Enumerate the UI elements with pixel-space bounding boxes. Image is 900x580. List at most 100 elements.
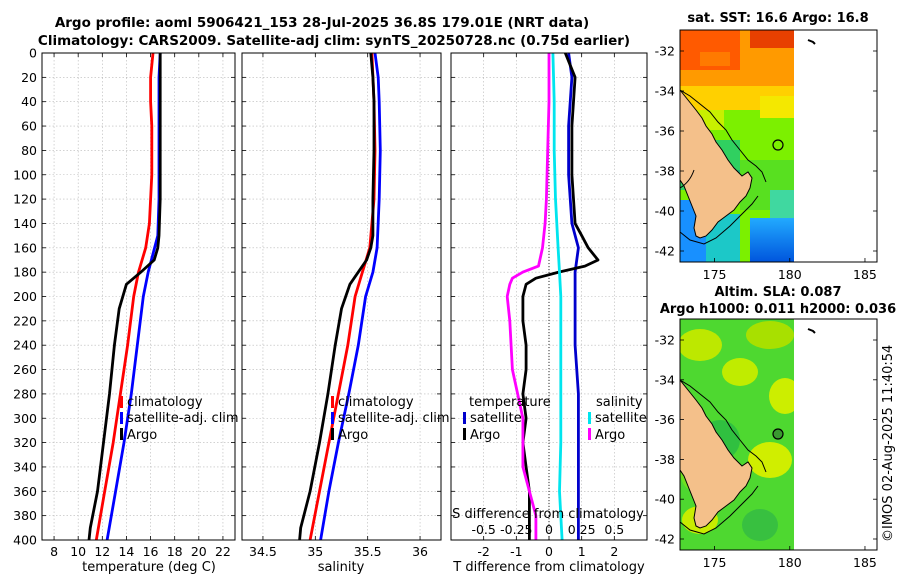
axes-frame — [41, 52, 236, 541]
series-line-temperature-satellite — [567, 52, 580, 540]
salinity-legend: climatology satellite-adj. clim Argo — [331, 395, 450, 443]
y-tick-label: 180 — [13, 265, 37, 280]
axes-frame — [241, 52, 442, 541]
legend-label-t-argo: Argo — [470, 428, 500, 443]
map-ticks: -32 -34 -36 -38 -40 -42 175 180 185 -32 -34 -36 -38 -… — [655, 44, 877, 570]
y-tick-label: 340 — [13, 459, 37, 474]
map-x-tick-label: 175 — [703, 555, 727, 570]
x-tick-label: 20 — [191, 544, 207, 559]
sla-map-title-line2: Argo h1000: 0.011 h2000: 0.036 — [660, 302, 896, 317]
sst-map — [679, 29, 878, 263]
series-line-salinity-satellite — [551, 52, 564, 541]
y-tick-label: 300 — [13, 411, 37, 426]
s-tick-label: 0.5 — [604, 522, 624, 537]
map-y-tick-label: -38 — [655, 452, 675, 467]
legend-label-argo: Argo — [127, 428, 157, 443]
y-tick-label: 260 — [13, 362, 37, 377]
difference-top-axis-label: S difference from climatology — [452, 507, 644, 522]
x-tick-label: 34.5 — [249, 544, 277, 559]
x-tick-label: 35.5 — [354, 544, 382, 559]
series-line-argo — [87, 53, 162, 541]
s-tick-label: 0 — [545, 522, 553, 537]
difference-x-axis-label: T difference from climatology — [452, 560, 645, 575]
series-line-argo — [298, 52, 376, 541]
map-x-tick-label: 185 — [853, 267, 877, 282]
map-y-tick-label: -32 — [655, 333, 675, 348]
legend-swatch-argo — [120, 428, 123, 440]
map-y-tick-label: -40 — [655, 492, 675, 507]
x-tick-label: 35 — [307, 544, 323, 559]
map-x-tick-label: 180 — [778, 555, 802, 570]
legend-label-satellite: satellite-adj. clim — [127, 411, 239, 426]
legend-label-s-argo: Argo — [595, 428, 625, 443]
map-y-tick-label: -40 — [655, 204, 675, 219]
legend-label-t-satellite: satellite — [470, 411, 522, 426]
legend-title-salinity: salinity — [596, 395, 643, 410]
sla-field — [680, 319, 794, 550]
x-tick-label: 14 — [118, 544, 134, 559]
y-tick-label: 140 — [13, 216, 37, 231]
legend-swatch-argo — [331, 428, 334, 440]
salinity-x-axis-label: salinity — [318, 560, 365, 575]
legend-swatch-satellite — [331, 412, 334, 424]
legend-label-s-satellite: satellite — [595, 411, 647, 426]
y-tick-label: 100 — [13, 167, 37, 182]
map-x-tick-label: 185 — [853, 555, 877, 570]
x-tick-label: 2 — [610, 544, 618, 559]
temperature-x-axis-label: temperature (deg C) — [82, 560, 216, 575]
s-tick-label: 0.25 — [568, 522, 596, 537]
map-x-tick-label: 175 — [703, 267, 727, 282]
legend-swatch-climatology — [331, 396, 334, 408]
map-y-tick-label: -38 — [655, 164, 675, 179]
y-tick-label: 0 — [29, 46, 37, 61]
y-tick-label: 220 — [13, 313, 37, 328]
x-tick-label: -1 — [510, 544, 522, 559]
legend-swatch-climatology — [120, 396, 123, 408]
legend-label-climatology: climatology — [338, 395, 414, 410]
map-y-tick-label: -34 — [655, 84, 675, 99]
y-tick-label: 120 — [13, 192, 37, 207]
x-tick-label: 0 — [545, 544, 553, 559]
series-line-climatology — [94, 52, 155, 541]
y-tick-label: 60 — [21, 119, 37, 134]
map-y-tick-label: -34 — [655, 372, 675, 387]
x-tick-label: 22 — [215, 544, 231, 559]
map-y-tick-label: -32 — [655, 44, 675, 59]
imos-timestamp: ©IMOS 02-Aug-2025 11:40:54 — [881, 345, 896, 542]
legend-swatch-s-satellite — [588, 412, 591, 424]
series-line-salinity-argo — [505, 53, 551, 540]
y-tick-label: 360 — [13, 484, 37, 499]
x-tick-label: 12 — [94, 544, 110, 559]
y-tick-label: 320 — [13, 435, 37, 450]
s-tick-label: -0.5 — [471, 522, 495, 537]
figure-title-line2: Climatology: CARS2009. Satellite-adj cli… — [38, 33, 630, 49]
y-tick-label: 400 — [13, 533, 37, 548]
legend-label-argo: Argo — [338, 428, 368, 443]
sla-map-title-line1: Altim. SLA: 0.087 — [715, 285, 842, 300]
sla-map — [679, 318, 878, 551]
y-tick-label: 240 — [13, 338, 37, 353]
salinity-panel: 34.5 35 35.5 36 — [241, 52, 442, 559]
legend-swatch-satellite — [120, 412, 123, 424]
y-tick-label: 200 — [13, 289, 37, 304]
x-tick-label: 16 — [143, 544, 159, 559]
x-tick-label: 36 — [412, 544, 428, 559]
x-tick-label: 8 — [50, 544, 58, 559]
difference-panel: -2 -1 0 1 2 -0.5 -0.25 0 0.25 0.5 — [450, 52, 648, 559]
legend-swatch-t-satellite — [463, 412, 466, 424]
argo-position-marker — [772, 139, 784, 151]
legend-label-climatology: climatology — [127, 395, 203, 410]
y-tick-label: 20 — [21, 70, 37, 85]
difference-legend: temperature satellite Argo salinity sate… — [463, 395, 647, 443]
y-tick-label: 380 — [13, 508, 37, 523]
series-line-satellite-adj-clim — [319, 52, 382, 541]
map-x-tick-label: 180 — [778, 267, 802, 282]
x-tick-label: 10 — [70, 544, 86, 559]
s-tick-label: -0.25 — [500, 522, 532, 537]
x-tick-label: 1 — [578, 544, 586, 559]
legend-label-satellite: satellite-adj. clim — [338, 411, 450, 426]
y-tick-label: 160 — [13, 240, 37, 255]
x-tick-label: -2 — [477, 544, 489, 559]
sst-field — [680, 30, 794, 262]
